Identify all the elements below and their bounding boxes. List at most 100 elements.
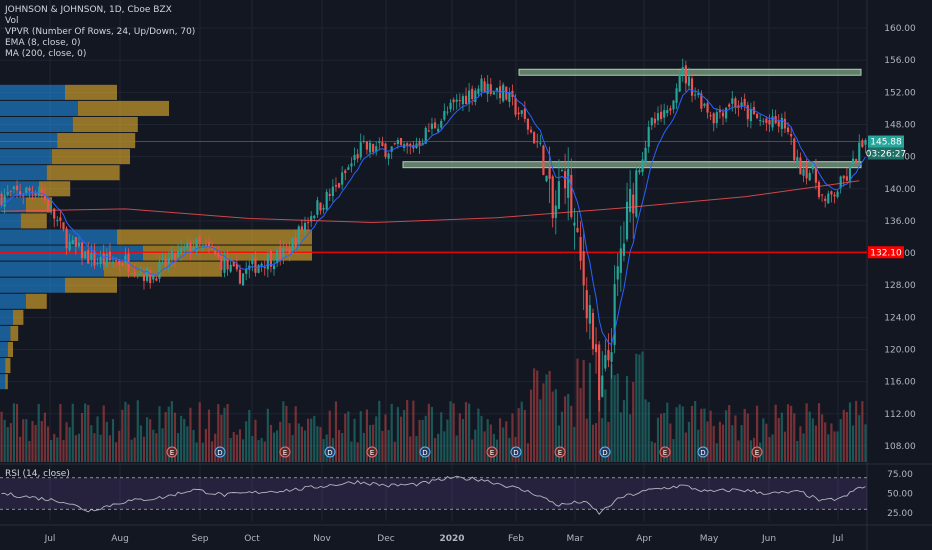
candle-body-183 [567, 168, 570, 198]
vp-bar-up-10 [0, 245, 143, 261]
volume-bar-227 [703, 408, 706, 462]
candle-body-135 [418, 141, 421, 146]
volume-bar-44 [136, 400, 139, 462]
ma-indicator-label[interactable]: MA (200, close, 0) [5, 49, 87, 59]
volume-bar-15 [46, 426, 50, 462]
candle-body-99 [307, 222, 310, 224]
volume-bar-212 [656, 417, 660, 462]
time-tick-6: 2020 [439, 534, 464, 544]
vpvr-indicator-label[interactable]: VPVR (Number Of Rows, 24, Up/Down, 70) [5, 27, 196, 37]
vp-bar-down-4 [52, 149, 130, 165]
candle-body-274 [848, 167, 852, 182]
volume-bar-22 [68, 427, 71, 462]
candle-body-19 [59, 217, 62, 221]
candle-body-20 [62, 222, 65, 230]
volume-bar-67 [207, 409, 211, 462]
volume-bar-162 [502, 427, 505, 462]
candle-body-239 [740, 102, 743, 107]
candle-body-234 [725, 107, 728, 119]
volume-bar-3 [9, 423, 12, 462]
candle-body-5 [15, 185, 19, 191]
volume-bar-0 [0, 411, 3, 462]
volume-bar-176 [545, 374, 548, 462]
candle-body-123 [381, 142, 384, 146]
last-price-tag-bg [868, 135, 904, 148]
symbol-title[interactable]: JOHNSON & JOHNSON, 1D, Cboe BZX [5, 5, 172, 15]
volume-bar-164 [508, 437, 511, 462]
volume-bar-165 [511, 413, 514, 462]
vp-bar-up-8 [0, 213, 21, 229]
candle-body-230 [712, 113, 715, 124]
volume-bar-185 [573, 426, 576, 462]
volume-bar-17 [53, 433, 56, 462]
event-marker-label-1: D [217, 449, 222, 457]
volume-bar-150 [464, 402, 468, 462]
volume-bar-74 [229, 437, 232, 462]
candle-body-224 [694, 94, 697, 96]
candle-body-104 [322, 208, 325, 210]
candle-body-113 [350, 163, 353, 167]
volume-bar-219 [678, 404, 681, 462]
volume-bar-157 [486, 419, 489, 462]
volume-bar-201 [622, 400, 626, 462]
candle-body-30 [93, 251, 96, 266]
volume-bar-87 [269, 424, 273, 462]
event-marker-6 [486, 446, 498, 458]
candle-body-180 [557, 181, 560, 209]
volume-indicator-label[interactable]: Vol [5, 16, 19, 26]
candle-body-43 [133, 272, 136, 276]
volume-bar-73 [226, 404, 229, 462]
volume-bar-21 [65, 422, 68, 462]
volume-bar-6 [19, 436, 22, 462]
volume-bar-11 [34, 425, 37, 462]
ema-indicator-label[interactable]: EMA (8, close, 0) [5, 38, 81, 48]
volume-bar-220 [681, 406, 684, 462]
volume-bar-131 [406, 400, 409, 462]
candle-body-153 [474, 90, 477, 103]
volume-bar-188 [582, 360, 585, 462]
time-tick-10: May [700, 534, 719, 544]
candle-body-226 [700, 93, 703, 109]
rsi-indicator-label[interactable]: RSI (14, close) [5, 469, 70, 479]
volume-bar-224 [694, 400, 697, 462]
candle-body-93 [288, 247, 291, 255]
volume-bar-155 [480, 415, 483, 462]
vp-bar-down-9 [117, 229, 312, 245]
candle-body-151 [468, 90, 471, 104]
volume-bar-163 [505, 421, 508, 462]
volume-bar-8 [25, 419, 28, 462]
volume-bar-38 [118, 430, 121, 462]
candle-body-172 [533, 132, 536, 144]
event-marker-0 [166, 446, 178, 458]
volume-bar-259 [802, 433, 805, 462]
volume-bar-66 [204, 429, 207, 462]
candle-body-39 [121, 263, 124, 266]
candle-body-204 [632, 194, 635, 214]
volume-bar-169 [523, 410, 526, 462]
candle-body-87 [269, 250, 273, 267]
volume-bar-128 [396, 407, 399, 462]
volume-bar-94 [291, 434, 294, 462]
volume-bar-99 [307, 418, 310, 462]
candle-body-173 [536, 141, 539, 143]
vp-bar-down-2 [72, 116, 138, 133]
resistance-zone-0 [518, 68, 862, 76]
volume-bar-215 [666, 402, 669, 462]
candle-body-114 [353, 155, 356, 161]
rsi-tick-1: 50.00 [887, 490, 913, 500]
volume-bar-237 [734, 415, 737, 462]
candle-body-112 [347, 167, 350, 170]
candle-body-195 [604, 355, 607, 369]
volume-bar-191 [591, 424, 595, 462]
candle-body-152 [471, 88, 474, 100]
event-marker-label-3: D [327, 449, 332, 457]
volume-bar-82 [254, 419, 257, 462]
volume-bar-143 [443, 431, 446, 462]
volume-bar-221 [684, 432, 687, 462]
volume-bar-65 [201, 442, 204, 462]
candle-body-179 [554, 205, 557, 218]
candle-body-245 [759, 119, 762, 121]
volume-bar-158 [489, 424, 492, 462]
volume-bar-152 [471, 439, 474, 462]
